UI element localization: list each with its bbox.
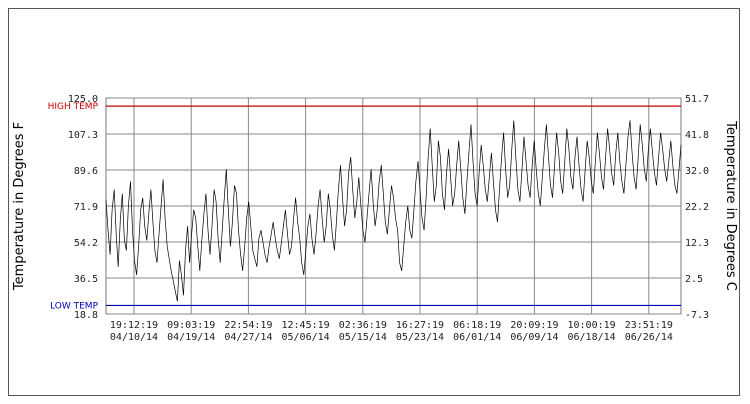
y-tick-label-right: 2.5	[685, 274, 703, 285]
y-tick-label-right: 32.0	[685, 166, 709, 177]
y-tick-label-left: 125.0	[68, 94, 98, 105]
x-tick-time: 23:51:19	[625, 320, 673, 331]
y-tick-label-left: 36.5	[74, 274, 98, 285]
x-tick-date: 05/23/14	[396, 332, 444, 343]
low-temp-label: LOW TEMP	[50, 301, 98, 311]
x-tick-time: 12:45:19	[282, 320, 330, 331]
y-tick-label-left: 89.6	[74, 166, 98, 177]
x-tick-time: 22:54:19	[224, 320, 272, 331]
high-temp-label: HIGH TEMP	[48, 102, 99, 112]
y-tick-label-right: -7.3	[685, 310, 709, 321]
x-tick-date: 04/10/14	[110, 332, 158, 343]
y-tick-label-left: 71.9	[74, 202, 98, 213]
y-tick-label-right: 22.2	[685, 202, 709, 213]
x-tick-time: 02:36:19	[339, 320, 387, 331]
x-tick-time: 09:03:19	[167, 320, 215, 331]
x-tick-time: 20:09:19	[510, 320, 558, 331]
x-tick-date: 05/15/14	[339, 332, 387, 343]
x-tick-date: 06/01/14	[453, 332, 501, 343]
x-tick-date: 04/27/14	[224, 332, 272, 343]
x-tick-time: 06:18:19	[453, 320, 501, 331]
x-tick-date: 06/09/14	[510, 332, 558, 343]
y-tick-label-right: 12.3	[685, 238, 709, 249]
y-tick-label-right: 41.8	[685, 130, 709, 141]
y-axis-title-left: Temperature in Degrees F	[12, 122, 27, 291]
y-tick-label-right: 51.7	[685, 94, 709, 105]
x-tick-date: 05/06/14	[282, 332, 330, 343]
x-tick-time: 16:27:19	[396, 320, 444, 331]
temperature-series-line	[105, 120, 682, 302]
x-tick-date: 06/26/14	[625, 332, 673, 343]
x-tick-date: 04/19/14	[167, 332, 215, 343]
y-tick-label-left: 107.3	[68, 130, 98, 141]
chart-frame	[8, 8, 740, 396]
y-tick-label-left: 18.8	[74, 310, 98, 321]
x-tick-time: 10:00:19	[568, 320, 616, 331]
y-tick-label-left: 54.2	[74, 238, 98, 249]
x-tick-date: 06/18/14	[568, 332, 616, 343]
y-axis-title-right: Temperature in Degrees C	[723, 120, 738, 291]
x-tick-time: 19:12:19	[110, 320, 158, 331]
